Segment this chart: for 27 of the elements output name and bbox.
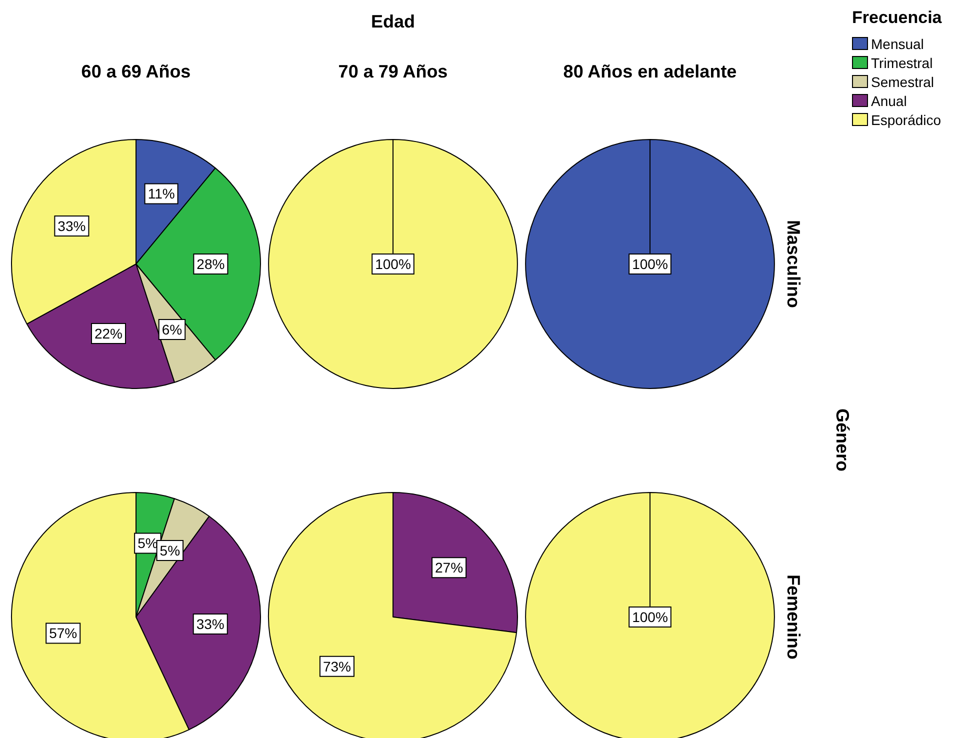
legend-label: Trimestral — [871, 54, 933, 70]
legend-label: Semestral — [871, 74, 934, 90]
text: 80 Años en adelante — [563, 62, 737, 82]
data-label: 100% — [632, 256, 668, 272]
text: Femenino — [782, 574, 804, 660]
data-label: 11% — [148, 186, 175, 202]
text: 70 a 79 Años — [338, 62, 448, 82]
data-label: 73% — [322, 658, 351, 674]
text: 60 a 69 Años — [81, 62, 191, 82]
chart-title: Edad — [370, 12, 416, 32]
data-label: 5% — [138, 535, 158, 552]
data-label: 22% — [94, 325, 123, 342]
legend-label: Esporádico — [871, 112, 942, 128]
data-label: 6% — [162, 321, 182, 338]
data-label: 27% — [435, 559, 464, 576]
data-label: 5% — [160, 542, 180, 558]
text: Masculino — [782, 220, 804, 308]
data-label: 33% — [196, 616, 224, 632]
data-label: 57% — [49, 625, 78, 642]
data-label: 100% — [632, 608, 668, 625]
legend-label: Anual — [871, 92, 907, 108]
legend-title: Frecuencia — [852, 8, 942, 28]
data-label: 28% — [196, 256, 225, 272]
text: Género — [832, 408, 852, 472]
legend-label: Mensual — [871, 36, 924, 52]
data-label: 33% — [58, 218, 86, 234]
data-label: 100% — [375, 256, 411, 272]
